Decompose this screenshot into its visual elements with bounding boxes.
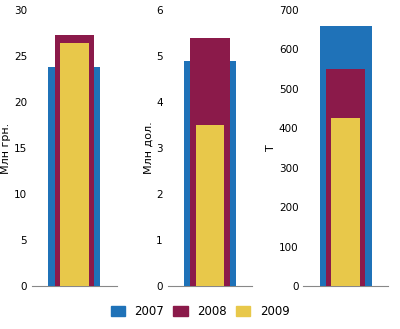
Bar bbox=[320, 26, 372, 286]
Bar bbox=[60, 43, 88, 286]
Bar bbox=[190, 38, 230, 286]
Text: +10.7%: +10.7% bbox=[69, 152, 79, 194]
Text: -22.8%: -22.8% bbox=[341, 192, 351, 230]
Y-axis label: Т: Т bbox=[266, 145, 276, 151]
Bar bbox=[196, 125, 224, 286]
Y-axis label: Млн дол.: Млн дол. bbox=[143, 122, 153, 174]
Text: -35.5%: -35.5% bbox=[205, 195, 215, 233]
Bar bbox=[55, 35, 94, 286]
Bar bbox=[184, 61, 236, 286]
Bar bbox=[326, 69, 365, 286]
Bar bbox=[48, 67, 100, 286]
Bar bbox=[332, 118, 360, 286]
Text: -1.6%: -1.6% bbox=[69, 161, 79, 192]
Text: -17.4%: -17.4% bbox=[341, 170, 351, 207]
Text: +10.7%: +10.7% bbox=[205, 153, 215, 195]
Y-axis label: Млн грн.: Млн грн. bbox=[1, 122, 11, 174]
Legend: 2007, 2008, 2009: 2007, 2008, 2009 bbox=[106, 301, 294, 323]
